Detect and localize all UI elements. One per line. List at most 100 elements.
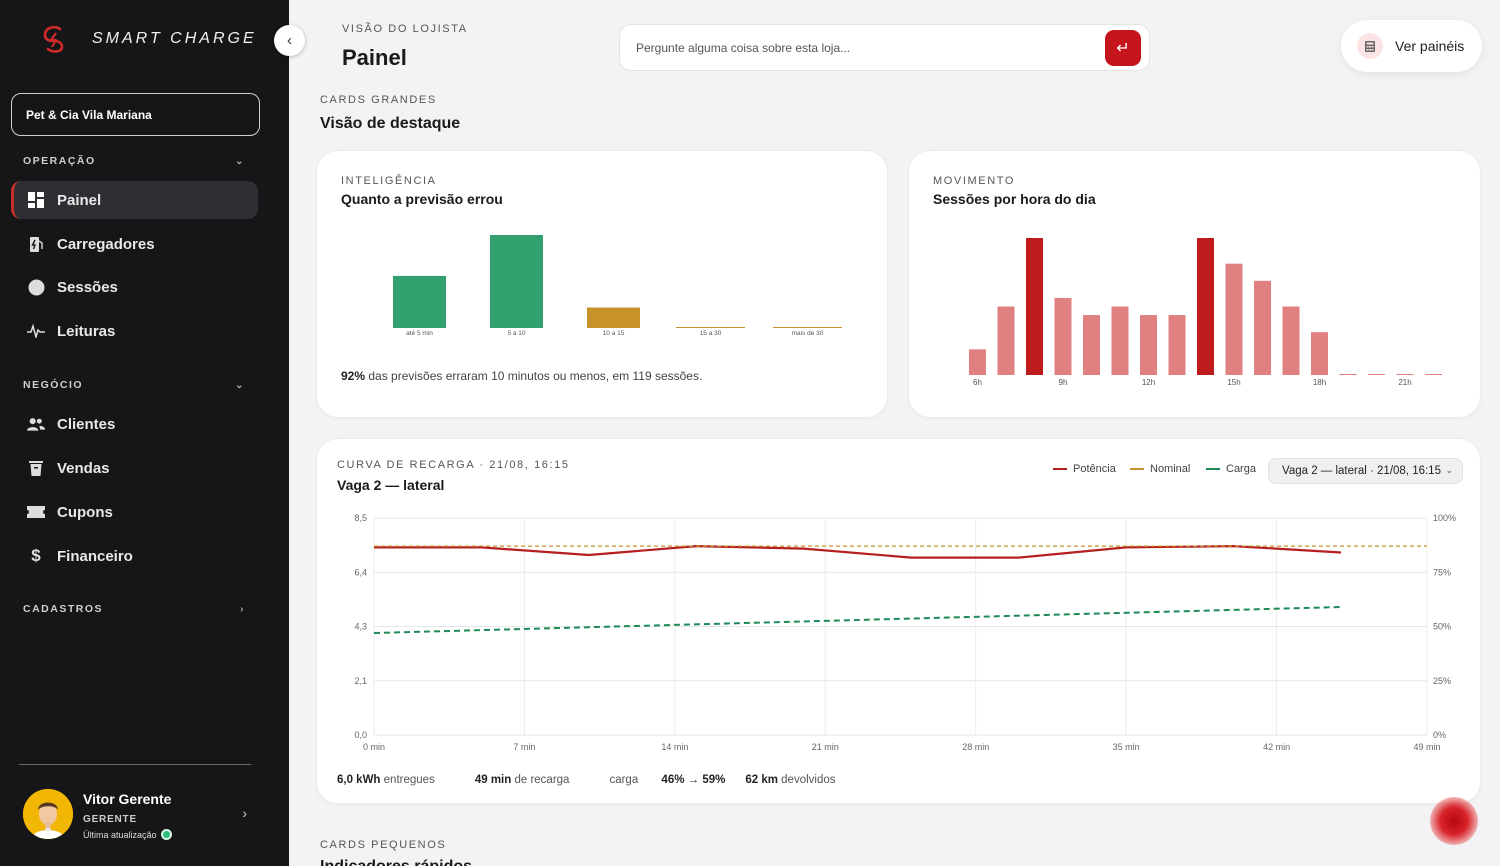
collapse-sidebar-button[interactable]: ‹: [274, 25, 305, 56]
user-role: GERENTE: [83, 814, 137, 825]
stat-value: 62 km: [745, 774, 778, 786]
sidebar-item-cupons[interactable]: Cupons: [11, 493, 258, 531]
prediction-error-chart: até 5 min 5 a 10 10 a 15 15 a 30 mais de 30: [393, 235, 842, 337]
sidebar-item-painel[interactable]: Painel: [11, 181, 258, 219]
bar: [1254, 280, 1271, 375]
bar: [1054, 297, 1072, 375]
sidebar-item-clientes[interactable]: Clientes: [11, 405, 258, 443]
series-line-carga: [373, 606, 1342, 634]
section-negocio[interactable]: NEGÓCIO ⌄: [23, 379, 245, 391]
chevron-left-icon: ‹: [287, 32, 292, 49]
y2-tick-label: 0%: [1433, 730, 1446, 740]
x-tick-label: 7 min: [513, 742, 535, 752]
y2-tick-label: 75%: [1433, 567, 1451, 577]
legend-swatch: [1130, 468, 1144, 470]
view-panels-button[interactable]: Ver painéis: [1341, 20, 1482, 72]
chevron-down-icon: ⌄: [235, 155, 245, 167]
user-profile[interactable]: Vitor Gerente GERENTE Última atualização…: [23, 789, 253, 841]
sidebar-divider: [19, 764, 251, 765]
send-button[interactable]: ↵: [1105, 30, 1141, 66]
store-selector[interactable]: Pet & Cia Vila Mariana: [11, 93, 260, 136]
section-eyebrow: CARDS GRANDES: [320, 94, 437, 106]
sidebar-item-leituras[interactable]: Leituras: [11, 312, 258, 350]
dollar-icon: $: [31, 546, 41, 565]
chevron-down-icon: ⌄: [1445, 465, 1453, 475]
bar: [1311, 332, 1328, 375]
x-tick-label: 42 min: [1263, 742, 1290, 752]
sidebar-item-label: Clientes: [57, 415, 116, 433]
legend-label: Carga: [1226, 463, 1256, 475]
sessions-by-hour-chart: 6h 9h 12h 15h 18h 21h: [969, 238, 1442, 387]
view-panels-label: Ver painéis: [1395, 38, 1465, 54]
legend-item-nominal: Nominal: [1130, 463, 1190, 475]
session-select-value: Vaga 2 — lateral · 21/08, 16:15: [1282, 465, 1441, 477]
legend-swatch: [1206, 468, 1220, 470]
sidebar-item-label: Painel: [57, 191, 102, 209]
bar: [1140, 315, 1157, 375]
y-tick-label: 6,4: [354, 567, 367, 577]
calculator-icon: [1357, 33, 1383, 59]
card-title: Quanto a previsão errou: [341, 191, 503, 207]
note-text: das previsões erraram 10 minutos ou meno…: [365, 369, 703, 383]
bar: [997, 306, 1015, 375]
charge-curve-card: CURVA DE RECARGA · 21/08, 16:15 Vaga 2 —…: [316, 438, 1481, 804]
bar: [1282, 306, 1300, 375]
chevron-right-icon: ›: [242, 805, 247, 821]
tick-label: 15h: [1227, 378, 1240, 387]
card-eyebrow: CURVA DE RECARGA · 21/08, 16:15: [337, 459, 570, 471]
legend-item-potencia: Potência: [1053, 463, 1116, 475]
enter-icon: ↵: [1116, 40, 1130, 57]
bar: [490, 235, 543, 328]
legend-label: Potência: [1073, 463, 1116, 475]
ticket-icon: [27, 503, 45, 521]
y2-tick-label: 50%: [1433, 622, 1451, 632]
sidebar-item-label: Sessões: [57, 278, 118, 296]
stat-value: 6,0 kWh: [337, 774, 381, 786]
stat-value: 46% → 59%: [661, 774, 726, 786]
sidebar-item-carregadores[interactable]: Carregadores: [11, 225, 258, 263]
stat-prefix: carga: [609, 774, 642, 786]
sidebar-item-label: Carregadores: [57, 235, 155, 253]
bar: [587, 307, 640, 328]
stat-label: de recarga: [511, 774, 570, 786]
section-label: OPERAÇÃO: [23, 155, 96, 167]
assistant-fab-button[interactable]: [1430, 797, 1478, 845]
x-tick-label: 0 min: [363, 742, 385, 752]
legend-item-carga: Carga: [1206, 463, 1256, 475]
sessions-by-hour-card: MOVIMENTO Sessões por hora do dia 6h 9h 12…: [908, 150, 1481, 418]
section-cadastros[interactable]: CADASTROS ›: [23, 603, 245, 615]
sidebar-item-sessoes[interactable]: Sessões: [11, 268, 258, 306]
x-tick-label: 49 min: [1413, 742, 1440, 752]
y2-tick-label: 25%: [1433, 676, 1451, 686]
bar: [1225, 263, 1243, 375]
avatar: [23, 789, 73, 839]
section-operacao[interactable]: OPERAÇÃO ⌄: [23, 155, 245, 167]
x-tick-label: 28 min: [962, 742, 989, 752]
sidebar-item-vendas[interactable]: Vendas: [11, 449, 258, 487]
brand-name: SMART CHARGE: [92, 30, 257, 47]
tick-label: 18h: [1313, 378, 1326, 387]
dashboard-icon: [27, 191, 45, 209]
sidebar-item-label: Vendas: [57, 459, 110, 477]
smart-charge-logo-icon: [43, 25, 64, 53]
y-tick-label: 4,3: [354, 622, 367, 632]
x-tick-label: 35 min: [1113, 742, 1140, 752]
stat-energy: 6,0 kWh entregues: [337, 774, 455, 786]
stat-label: devolvidos: [777, 774, 836, 786]
section-title: Indicadores rápidos: [320, 858, 472, 866]
stat-duration: 49 min de recarga: [475, 774, 590, 786]
session-select[interactable]: Vaga 2 — lateral · 21/08, 16:15 ⌄: [1268, 458, 1463, 484]
ask-input[interactable]: [636, 40, 1096, 55]
legend-swatch: [1053, 468, 1067, 470]
brand[interactable]: SMART CHARGE: [40, 24, 257, 54]
user-name: Vitor Gerente: [83, 791, 172, 807]
page-eyebrow: VISÃO DO LOJISTA: [342, 23, 468, 35]
tick-label: 6h: [973, 378, 982, 387]
card-title: Vaga 2 — lateral: [337, 477, 445, 493]
section-label: NEGÓCIO: [23, 379, 84, 391]
section-title: Visão de destaque: [320, 115, 461, 132]
sidebar-item-financeiro[interactable]: $ Financeiro: [11, 537, 258, 575]
legend-label: Nominal: [1150, 463, 1191, 475]
circle-icon: [27, 278, 45, 296]
card-eyebrow: INTELIGÊNCIA: [341, 175, 437, 187]
